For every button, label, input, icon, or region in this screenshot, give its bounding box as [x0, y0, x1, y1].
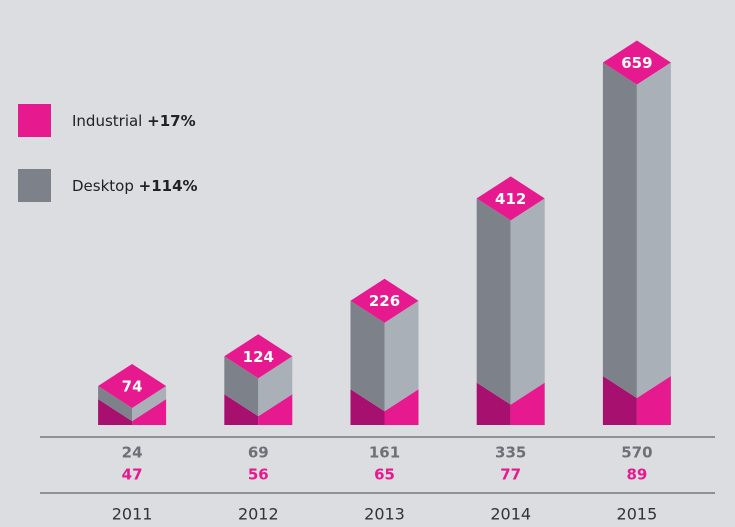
bar-right-face — [636, 376, 671, 425]
legend-label: Industrial +17% — [72, 112, 196, 130]
desktop-value-label: 69 — [248, 444, 269, 462]
bar-right-face — [384, 389, 419, 425]
bar-top — [476, 176, 545, 221]
bar-left-face — [476, 198, 511, 405]
bar-left-face — [224, 356, 259, 417]
x-tick-label: 2015 — [617, 505, 658, 524]
legend-label: Desktop +114% — [72, 177, 198, 195]
legend-name: Industrial — [72, 112, 142, 130]
bar-left-face — [602, 376, 637, 425]
bar-left-face — [476, 382, 511, 425]
bar-right-face — [258, 356, 293, 417]
industrial-value-label: 56 — [248, 466, 269, 484]
bar-right-face — [384, 300, 419, 412]
x-tick-label: 2013 — [364, 505, 405, 524]
bar-left-face — [224, 394, 259, 425]
total-label: 659 — [621, 54, 652, 72]
bar-top — [224, 334, 293, 379]
bar-top — [350, 278, 419, 323]
bar-right-face — [510, 198, 545, 405]
bar-right-face — [258, 394, 293, 425]
total-label: 74 — [122, 377, 143, 395]
bar-left-face — [98, 385, 133, 422]
bar-right-face — [132, 399, 167, 425]
desktop-value-label: 24 — [122, 444, 143, 462]
total-label: 226 — [369, 292, 400, 310]
legend-change: +17% — [147, 112, 195, 130]
x-tick-label: 2014 — [490, 505, 531, 524]
legend-name: Desktop — [72, 177, 134, 195]
legend-swatch — [18, 169, 51, 202]
industrial-value-label: 47 — [122, 466, 143, 484]
bar-top — [98, 363, 167, 408]
industrial-value-label: 77 — [500, 466, 521, 484]
desktop-value-label: 570 — [621, 444, 652, 462]
bar-left-face — [98, 399, 133, 425]
total-label: 124 — [243, 348, 274, 366]
bar-top — [602, 40, 671, 85]
total-label: 412 — [495, 190, 526, 208]
bar-left-face — [350, 300, 385, 412]
bar-right-face — [510, 382, 545, 425]
desktop-value-label: 161 — [369, 444, 400, 462]
bar-left-face — [602, 62, 637, 399]
industrial-value-label: 65 — [374, 466, 395, 484]
legend-swatch — [18, 104, 51, 137]
bar-right-face — [132, 385, 167, 422]
bar-left-face — [350, 389, 385, 425]
bar-right-face — [636, 62, 671, 399]
legend-change: +114% — [139, 177, 198, 195]
desktop-value-label: 335 — [495, 444, 526, 462]
x-tick-label: 2011 — [112, 505, 153, 524]
industrial-value-label: 89 — [626, 466, 647, 484]
x-tick-label: 2012 — [238, 505, 279, 524]
